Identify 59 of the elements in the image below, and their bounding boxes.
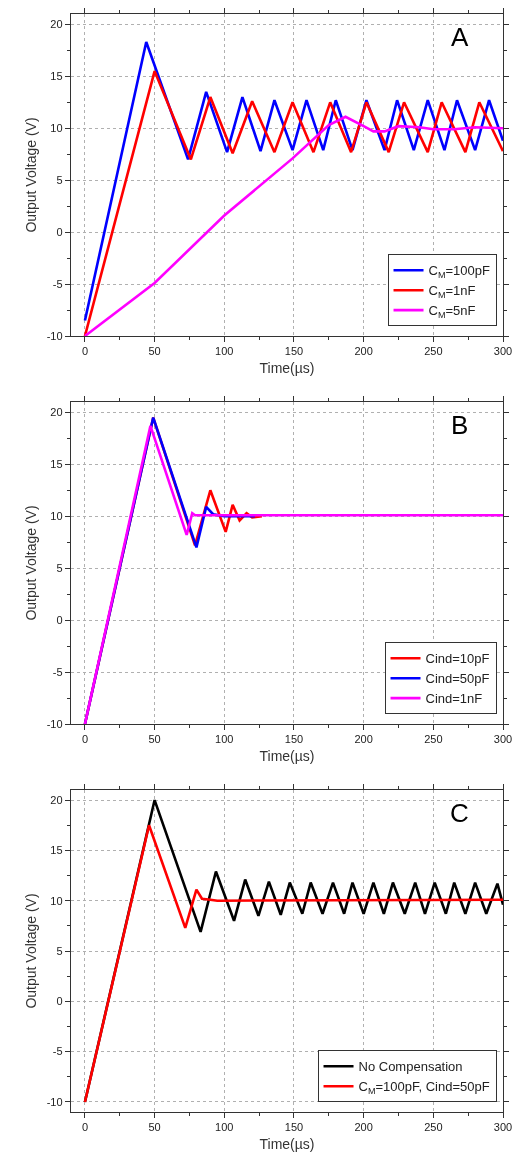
y-tick-label: 0	[56, 995, 63, 1008]
y-tick-label: -10	[46, 329, 63, 342]
y-tick-label: 10	[50, 510, 63, 523]
x-tick-label: 100	[215, 345, 234, 358]
y-tick-label: 5	[56, 562, 63, 575]
y-tick-label: -10	[46, 717, 63, 730]
x-axis-title: Time(µs)	[259, 1135, 315, 1152]
y-tick-label: -5	[52, 665, 63, 678]
y-tick-label: 5	[56, 174, 63, 187]
y-tick-label: 15	[50, 844, 63, 857]
y-tick-label: 20	[50, 406, 63, 419]
x-tick-label: 150	[284, 733, 304, 746]
x-tick-label: 100	[215, 733, 234, 746]
legend-label: Cind=1nF	[425, 691, 483, 707]
y-tick-label: 20	[50, 793, 63, 806]
x-tick-label: 250	[424, 345, 443, 358]
legend-label: C$_{M}$=100pF, Cind=50pF	[358, 1079, 490, 1096]
annotation: C	[450, 798, 469, 828]
x-tick-label: 50	[148, 1121, 161, 1134]
legend-label: Cind=10pF	[425, 651, 490, 667]
x-tick-label: 50	[148, 345, 161, 358]
x-tick-label: 200	[354, 345, 373, 358]
annotation: A	[451, 22, 469, 52]
y-tick-label: -5	[52, 277, 63, 290]
x-tick-label: 0	[81, 345, 88, 358]
y-tick-label: -5	[52, 1045, 63, 1058]
x-tick-label: 50	[148, 733, 161, 746]
legend-label: C$_{M}$=1nF	[428, 283, 476, 300]
x-tick-label: 250	[424, 733, 443, 746]
x-tick-label: 200	[354, 1121, 373, 1134]
x-tick-label: 150	[284, 345, 304, 358]
y-tick-label: 0	[56, 613, 63, 626]
x-axis-title: Time(µs)	[259, 747, 315, 764]
legend-label: C$_{M}$=5nF	[428, 303, 476, 320]
y-tick-label: 20	[50, 18, 63, 31]
x-tick-label: 100	[215, 1121, 234, 1134]
annotation: B	[451, 410, 469, 440]
y-axis-title: Output Voltage (V)	[23, 117, 40, 233]
y-axis-title: Output Voltage (V)	[23, 893, 40, 1009]
x-tick-label: 300	[493, 345, 513, 358]
x-tick-label: 300	[493, 1121, 513, 1134]
x-tick-label: 200	[354, 733, 373, 746]
legend-label: No Compensation	[358, 1059, 463, 1075]
y-axis-title: Output Voltage (V)	[23, 505, 40, 621]
y-tick-label: 15	[50, 70, 63, 83]
x-tick-label: 300	[493, 733, 513, 746]
x-tick-label: 0	[81, 1121, 88, 1134]
y-tick-label: -10	[46, 1095, 63, 1108]
y-tick-label: 10	[50, 122, 63, 135]
legend-label: C$_{M}$=100pF	[428, 263, 490, 281]
legend-label: Cind=50pF	[425, 671, 490, 687]
x-tick-label: 0	[81, 733, 88, 746]
y-tick-label: 0	[56, 225, 63, 238]
x-axis-title: Time(µs)	[259, 359, 315, 376]
y-tick-label: 15	[50, 458, 63, 471]
y-tick-label: 5	[56, 944, 63, 957]
x-tick-label: 250	[424, 1121, 443, 1134]
x-tick-label: 150	[284, 1121, 304, 1134]
y-tick-label: 10	[50, 894, 63, 907]
